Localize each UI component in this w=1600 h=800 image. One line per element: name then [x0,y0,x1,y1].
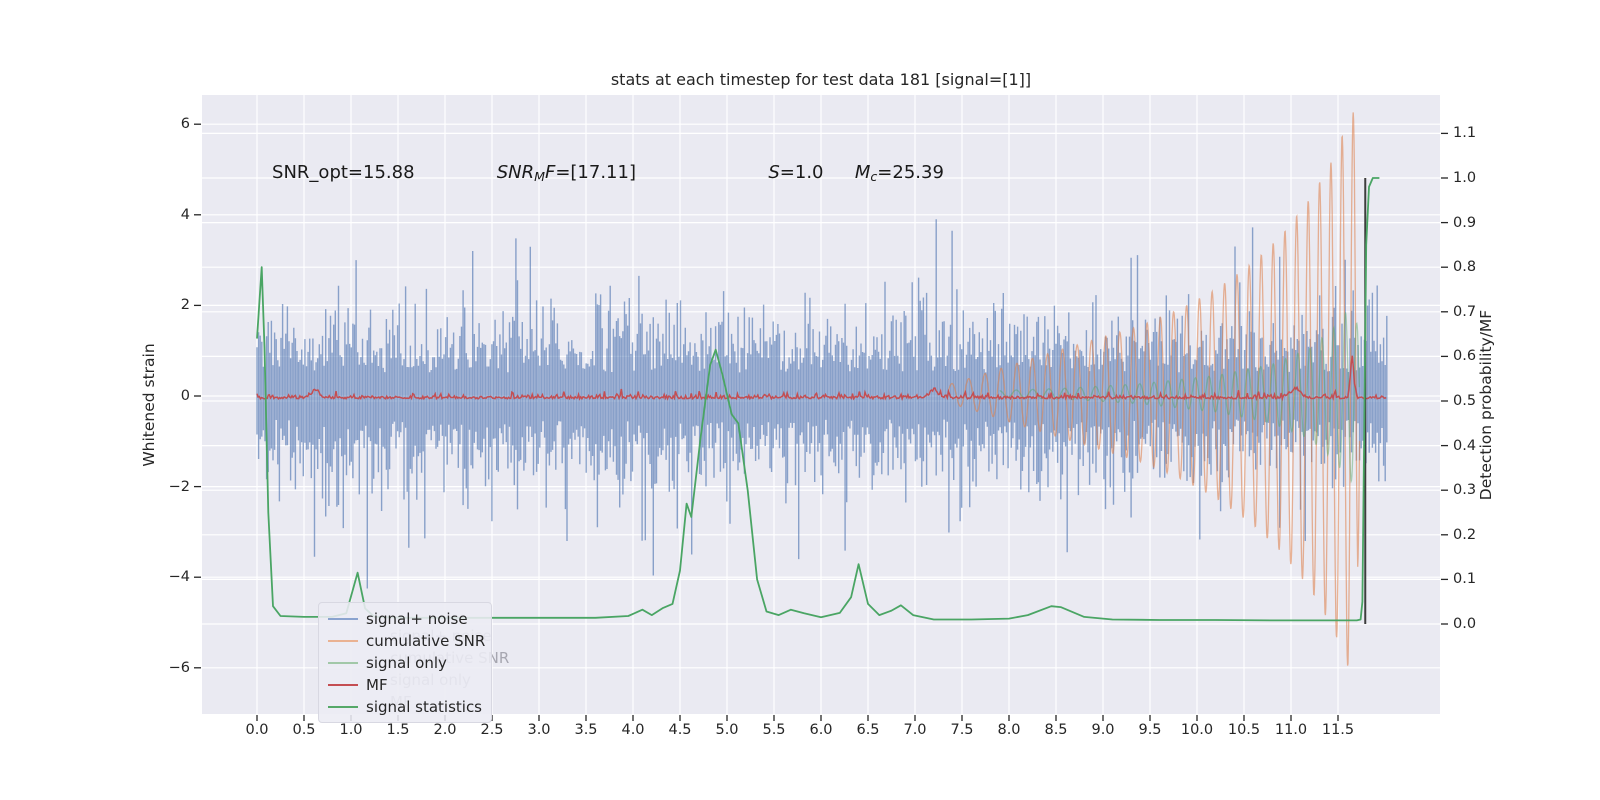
annotation-text: Mc=25.39 [854,162,944,185]
y-tick-label-right: 0.7 [1453,303,1477,320]
legend-label: signal+ noise [366,610,468,628]
legend-line-sample [328,618,358,620]
cumulative-snr-trace [947,112,1361,666]
legend-label: cumulative SNR [366,632,486,650]
x-tick-label: 7.5 [950,722,974,738]
legend-row: signal only [328,652,482,674]
legend-line-sample [328,640,358,642]
x-tick-label: 6.5 [856,722,880,738]
x-tick-label: 0.0 [245,722,269,738]
legend-line-sample [328,684,358,686]
y-tick-label-right: 1.0 [1453,170,1477,186]
tick-marks [194,123,1448,721]
legend: signal+ noise cumulative SNR signal only MF… [318,602,492,723]
y-tick-label-right: 0.9 [1453,214,1477,231]
legend-line-sample [328,662,358,664]
annotation-part: c [870,169,878,185]
y-tick-label-right: 1.1 [1453,125,1477,142]
y-tick-label-left: −2 [168,478,190,495]
mf-trace [256,355,1387,402]
y-tick-label-right: 0.3 [1453,482,1477,499]
x-tick-label: 1.5 [386,722,410,738]
y-tick-label-left: 0 [180,388,190,404]
legend-label: signal statistics [366,698,483,716]
y-tick-label-right: 0.8 [1453,259,1477,276]
x-tick-label: 3.0 [527,722,551,738]
annotation-part: SNR_opt=15.88 [272,162,415,183]
x-tick-label: 8.5 [1044,722,1068,738]
annotation-part: M [534,169,545,185]
x-tick-label: 9.0 [1091,722,1115,738]
y-tick-label-left: 4 [180,206,190,223]
annotation-part: SNR [496,162,535,183]
y-axis-label-right: Detection probability/MF [1477,309,1495,500]
legend-label: signal only [366,654,447,672]
y-tick-label-right: 0.6 [1453,348,1477,365]
y-tick-label-left: −6 [168,659,190,676]
y-tick-label-right: 0.0 [1453,616,1477,632]
x-tick-label: 11.5 [1321,722,1355,738]
annotation-text: SNRMF=[17.11] [496,162,636,185]
legend-row: signal+ noise [328,608,482,630]
y-tick-label-right: 0.1 [1453,571,1477,588]
annotation-part: F [544,162,556,183]
x-tick-label: 10.5 [1227,722,1261,738]
y-tick-label-right: 0.5 [1453,393,1477,409]
legend-row: cumulative SNR [328,630,486,652]
annotation-part: =1.0 [779,162,824,183]
plot-area [202,95,1440,714]
legend-row: signal statistics [328,696,482,718]
chart-title: stats at each timestep for test data 181… [610,70,1032,89]
x-tick-label: 2.0 [433,722,457,738]
x-tick-label: 4.5 [668,722,692,738]
y-tick-label-left: 6 [180,116,190,133]
legend-line-sample [328,706,358,708]
x-tick-label: 2.5 [480,722,504,738]
x-tick-label: 5.5 [762,722,786,738]
x-tick-label: 8.0 [997,722,1021,738]
annotation-part: =25.39 [877,162,944,183]
x-tick-label: 9.5 [1138,722,1162,738]
x-tick-label: 1.0 [339,722,363,738]
legend-label: MF [366,676,388,694]
signal-noise-trace [256,219,1388,589]
signal-only-trace [999,312,1361,484]
x-tick-label: 6.0 [809,722,833,738]
x-tick-label: 5.0 [715,722,739,738]
x-tick-label: 7.0 [903,722,927,738]
x-tick-label: 0.5 [292,722,316,738]
x-tick-label: 11.0 [1274,722,1308,738]
x-tick-label: 3.5 [574,722,598,738]
y-tick-label-left: −4 [168,569,190,586]
annotation-part: =[17.11] [555,162,636,183]
y-axis-label-left: Whitened strain [140,342,158,467]
x-tick-label: 4.0 [621,722,645,738]
legend-row: MF [328,674,482,696]
x-tick-label: 10.0 [1180,722,1214,738]
y-tick-label-right: 0.4 [1453,437,1477,454]
annotation-text: SNR_opt=15.88 [272,162,415,183]
annotation-text: S=1.0 [768,162,823,183]
y-tick-label-left: 2 [180,297,190,314]
annotation-part: S [768,162,780,183]
annotation-part: M [854,162,871,183]
y-tick-label-right: 0.2 [1453,526,1477,543]
